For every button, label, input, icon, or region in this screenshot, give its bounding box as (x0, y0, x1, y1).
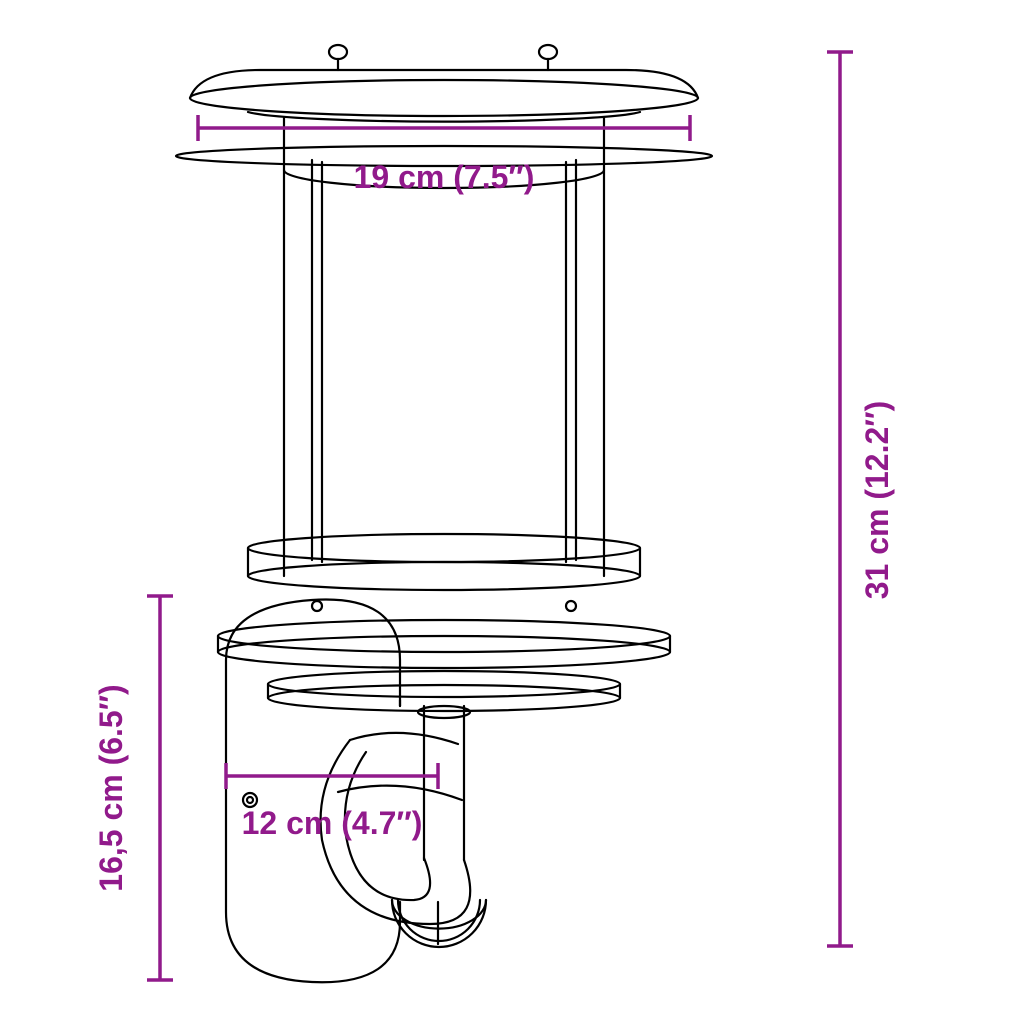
wall-backplate (226, 600, 400, 983)
dim-base-height (147, 596, 173, 980)
top-screws (329, 45, 557, 70)
stem (418, 706, 470, 860)
label-base-height: 16,5 cm (6.5″) (93, 684, 129, 891)
top-cap (190, 70, 698, 122)
dim-top-width (198, 115, 690, 141)
label-full-height: 31 cm (12.2″) (859, 401, 895, 600)
cage-bars (312, 160, 576, 611)
label-base-width: 12 cm (4.7″) (242, 805, 423, 841)
dim-full-height (827, 52, 853, 946)
sensor-dome (392, 900, 486, 947)
bottom-discs (218, 620, 670, 711)
lower-ring-band (248, 534, 640, 590)
label-top-width: 19 cm (7.5″) (354, 159, 535, 195)
